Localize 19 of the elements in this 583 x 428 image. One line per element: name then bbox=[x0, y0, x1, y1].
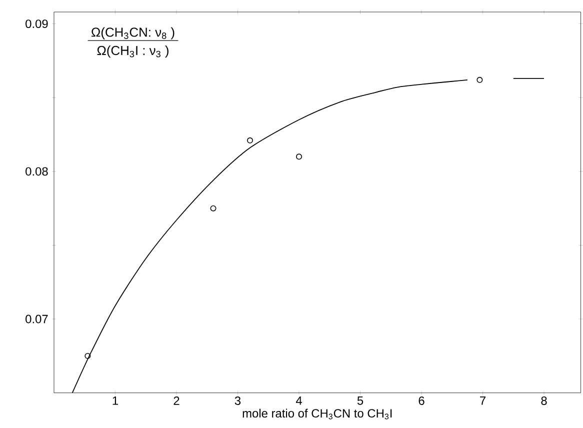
point bbox=[296, 154, 302, 160]
y-tick-label: 0.07 bbox=[26, 314, 48, 324]
annotation: Ω(CH$_{3}$CN: ν$_{8}$ ) bbox=[92, 27, 174, 40]
y-tick-label: 0.09 bbox=[26, 20, 48, 28]
x-tick-label: 4 bbox=[296, 396, 302, 405]
x-tick-label: 5 bbox=[357, 396, 364, 405]
x-tick-label: 6 bbox=[418, 396, 424, 406]
x-tick-label: 1 bbox=[112, 396, 118, 405]
x-tick-label: 8 bbox=[541, 396, 547, 406]
annotation: Ω(CH$_{3}$I : ν$_{3}$ ) bbox=[97, 46, 168, 58]
x-tick-label: 3 bbox=[234, 396, 241, 406]
x-tick-label: 2 bbox=[174, 396, 180, 405]
x-tick-label: 7 bbox=[480, 396, 486, 405]
point bbox=[210, 205, 216, 212]
point bbox=[247, 137, 253, 144]
x-axis-title: mole ratio of CH$_{3}$CN to CH$_{3}$I bbox=[242, 408, 392, 420]
y-tick-label: 0.08 bbox=[26, 167, 48, 176]
point bbox=[476, 76, 483, 83]
point bbox=[84, 353, 91, 360]
